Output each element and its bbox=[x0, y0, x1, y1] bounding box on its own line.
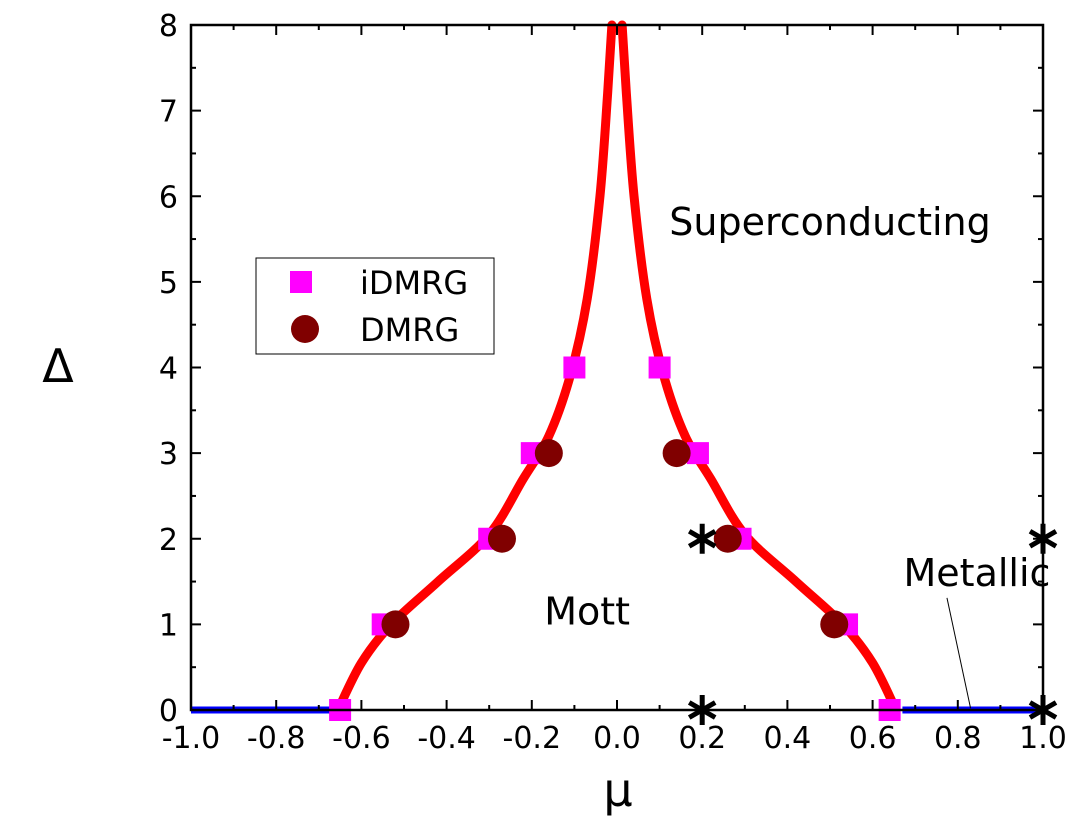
y-tick-label: 3 bbox=[159, 437, 178, 472]
y-tick-label: 1 bbox=[159, 608, 178, 643]
star-stroke bbox=[687, 529, 717, 549]
dmrg-point bbox=[713, 524, 742, 553]
y-tick-label: 7 bbox=[159, 95, 178, 130]
dmrg-point bbox=[487, 524, 516, 553]
x-tick-label: -0.8 bbox=[247, 721, 306, 756]
y-tick-label: 4 bbox=[159, 352, 178, 387]
y-axis-title: Δ bbox=[42, 339, 74, 393]
annotation-mott: Mott bbox=[544, 589, 630, 633]
legend-label-idmrg: iDMRG bbox=[360, 264, 468, 302]
legend-marker-idmrg bbox=[290, 271, 312, 293]
plot-area bbox=[191, 20, 1058, 725]
idmrg-point bbox=[686, 442, 709, 465]
y-tick-label: 0 bbox=[159, 694, 178, 729]
x-tick-label: 0.6 bbox=[849, 721, 897, 756]
dmrg-point bbox=[820, 610, 849, 639]
x-tick-label: 0.2 bbox=[678, 721, 726, 756]
y-tick-label: 8 bbox=[159, 9, 178, 44]
dmrg-point bbox=[534, 439, 563, 468]
annotation-metallic-pointer bbox=[946, 597, 972, 709]
star-marker bbox=[687, 523, 717, 554]
y-tick-label: 2 bbox=[159, 523, 178, 558]
y-tick-label: 5 bbox=[159, 266, 178, 301]
x-tick-label: -0.4 bbox=[417, 721, 476, 756]
x-tick-label: 0.4 bbox=[764, 721, 812, 756]
legend-label-dmrg: DMRG bbox=[360, 311, 459, 349]
x-tick-label: 0.0 bbox=[593, 721, 641, 756]
x-tick-label: -1.0 bbox=[162, 721, 221, 756]
legend: iDMRG DMRG bbox=[255, 257, 495, 355]
dmrg-point bbox=[662, 439, 691, 468]
axis-tick-labels: -1.0 -0.8 -0.6 -0.4 -0.2 0.0 0.2 0.4 0.6 0.8 1.0 0 1… bbox=[159, 9, 1067, 756]
dmrg-point bbox=[381, 610, 410, 639]
idmrg-point bbox=[648, 356, 671, 379]
axis-ticks bbox=[190, 24, 1044, 711]
x-tick-label: -0.6 bbox=[332, 721, 391, 756]
idmrg-point bbox=[563, 356, 586, 379]
x-tick-label: -0.2 bbox=[503, 721, 562, 756]
annotation-superconducting: Superconducting bbox=[669, 200, 990, 244]
x-axis-title: μ bbox=[603, 763, 632, 817]
region-annotations: Superconducting Mott Metallic bbox=[544, 200, 1050, 709]
annotation-metallic: Metallic bbox=[904, 551, 1051, 595]
x-tick-label: 0.8 bbox=[934, 721, 982, 756]
legend-marker-dmrg bbox=[291, 315, 319, 343]
y-tick-label: 6 bbox=[159, 180, 178, 215]
x-tick-label: 1.0 bbox=[1019, 721, 1067, 756]
